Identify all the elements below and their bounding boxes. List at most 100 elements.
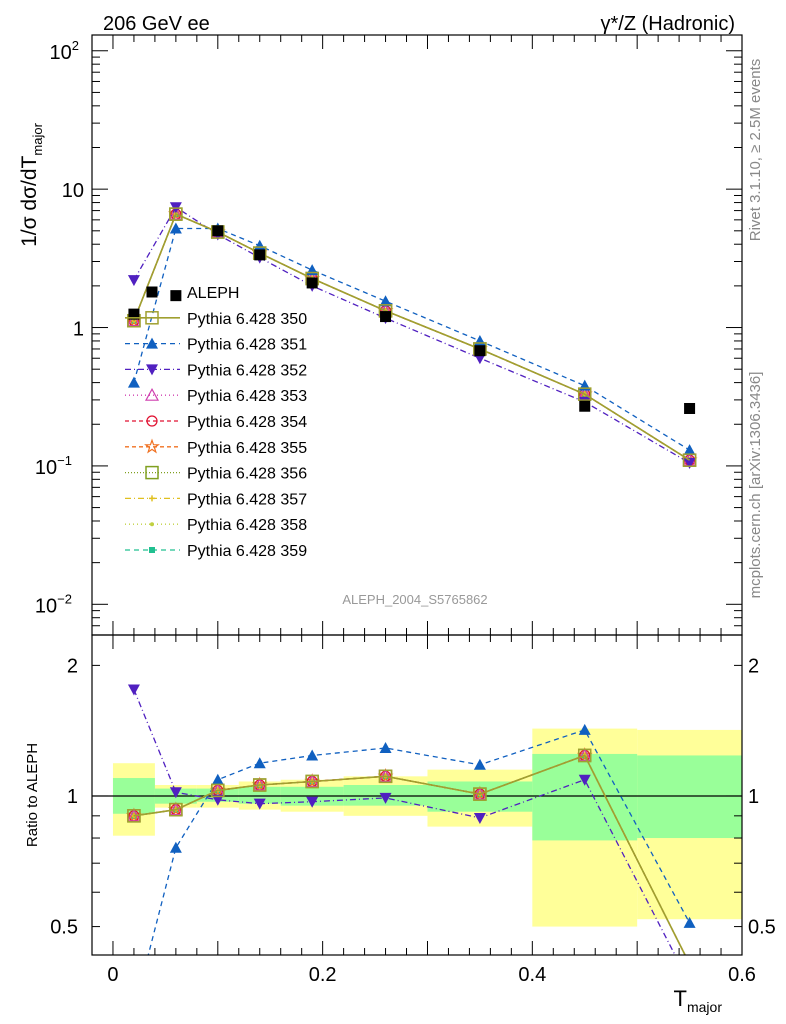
ratio-point: [684, 958, 696, 970]
ratio-y-tick-label-right: 2: [748, 655, 759, 677]
legend-marker: [144, 438, 160, 454]
x-axis-title: Tmajor: [674, 986, 723, 1015]
ratio-point: [378, 769, 393, 784]
series-point: [169, 207, 183, 221]
rivet-version-label: Rivet 3.1.10, ≥ 2.5M events: [747, 59, 764, 242]
analysis-id-label: ALEPH_2004_S5765862: [342, 592, 487, 607]
legend-label: Pythia 6.428 358: [187, 517, 307, 534]
series-point: [379, 295, 392, 307]
series-point: [127, 275, 140, 287]
legend-marker: [146, 337, 158, 349]
aleph-data-point: [579, 400, 591, 412]
legend-marker: [149, 495, 155, 502]
series-point: [306, 264, 319, 276]
legend-entry: Pythia 6.428 358: [125, 517, 307, 534]
ratio-point: [473, 787, 487, 801]
top-ylabel-main: 1/σ dσ/dT: [18, 155, 41, 246]
legend-label: Pythia 6.428 350: [187, 311, 307, 328]
ratio-point: [211, 773, 224, 785]
ratio-point: [306, 749, 319, 761]
aleph-data-point: [170, 290, 182, 302]
legend-label: Pythia 6.428 352: [187, 362, 307, 379]
top-ylabel-sub: major: [30, 122, 45, 155]
ratio-point: [577, 748, 592, 762]
legend-label: Pythia 6.428 359: [187, 543, 307, 560]
legend-label: ALEPH: [187, 285, 239, 302]
ratio-point: [578, 723, 591, 735]
aleph-data-point: [380, 311, 392, 323]
legend-marker: [145, 311, 159, 325]
legend-entry: Pythia 6.428 351: [125, 337, 307, 354]
legend: ALEPH Pythia 6.428 350 Pythia 6.428 351 Pyt…: [125, 285, 307, 560]
xlabel-main: T: [674, 986, 687, 1011]
aleph-data-point: [254, 249, 266, 261]
ratio-point: [379, 742, 392, 754]
legend-label: Pythia 6.428 356: [187, 466, 307, 483]
legend-entry: Pythia 6.428 350: [125, 311, 307, 328]
series-point: [683, 444, 696, 456]
ratio-point: [169, 802, 183, 817]
top-y-tick-label: 102: [50, 38, 79, 64]
top-y-tick-label: 1: [73, 319, 84, 341]
ratio-series-group: [126, 684, 696, 1016]
aleph-data-point: [212, 225, 224, 237]
series-point: [577, 387, 592, 401]
legend-marker: [144, 387, 160, 401]
legend-label: Pythia 6.428 357: [187, 491, 307, 508]
ratio-y-tick-label: 0.5: [50, 917, 78, 939]
ratio-y-tick-label-right: 1: [748, 786, 759, 808]
series-point: [578, 379, 591, 391]
ratio-point: [688, 962, 692, 966]
aleph-data-point: [128, 308, 140, 320]
ratio-point: [577, 748, 592, 763]
ratio-point: [685, 959, 695, 969]
ratio-y-tick-label: 1: [67, 786, 78, 808]
series-line: [133, 227, 690, 451]
top-series-group: [126, 202, 698, 469]
ratio-point: [684, 958, 696, 969]
ratio-point: [578, 774, 591, 786]
legend-entry: Pythia 6.428 353: [125, 387, 307, 405]
ratio-point: [252, 778, 267, 792]
ratio-point: [253, 757, 266, 769]
ratio-point: [687, 961, 693, 967]
ratio-point: [169, 841, 182, 853]
ratio-point: [128, 1005, 140, 1016]
series-line: [133, 206, 690, 464]
series-point: [127, 376, 140, 388]
header-left-label: 206 GeV ee: [103, 13, 210, 35]
xlabel-sub: major: [687, 999, 722, 1015]
legend-label: Pythia 6.428 351: [187, 337, 307, 354]
mcplots-url-label: mcplots.cern.ch [arXiv:1306.3436]: [747, 372, 764, 599]
legend-marker: [146, 364, 158, 376]
series-point: [169, 222, 182, 234]
plot-frame: [91, 634, 743, 956]
top-y-axis-title: 1/σ dσ/dTmajor: [18, 122, 45, 246]
aleph-data-point: [474, 345, 486, 357]
x-tick-label: 0: [107, 964, 118, 986]
legend-marker: [146, 286, 158, 298]
ratio-point: [253, 798, 266, 810]
ratio-point: [473, 812, 486, 824]
legend-entry: ALEPH: [146, 285, 239, 302]
series-point: [683, 457, 696, 469]
series-point: [253, 239, 266, 251]
series-point: [682, 453, 697, 467]
ratio-point: [169, 787, 182, 799]
ratio-point: [305, 774, 319, 789]
legend-label: Pythia 6.428 355: [187, 440, 307, 457]
top-y-tick-label: 10−2: [35, 591, 72, 617]
ratio-point: [687, 961, 693, 967]
legend-entry: Pythia 6.428 356: [125, 466, 307, 483]
x-tick-label: 0.2: [309, 964, 337, 986]
ratio-point: [379, 792, 392, 804]
band-inner: [238, 786, 281, 804]
legend-label: Pythia 6.428 354: [187, 414, 307, 431]
legend-entry: Pythia 6.428 359: [125, 543, 307, 560]
top-plot-area: 10−2 10−1 1 10 102 ALEPH Pythia 6.428 350 Pythi…: [35, 34, 743, 636]
ratio-line: [133, 754, 686, 955]
ratio-y-tick-label: 2: [67, 655, 78, 677]
legend-entry: Pythia 6.428 357: [125, 491, 307, 508]
ratio-point: [683, 957, 695, 969]
